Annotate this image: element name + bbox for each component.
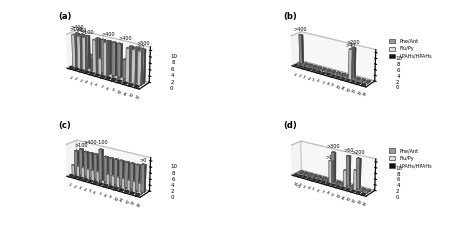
- Text: (b): (b): [283, 12, 297, 21]
- Legend: Phe/Ant, Flu/Py, LPAHs/HPAHs: Phe/Ant, Flu/Py, LPAHs/HPAHs: [389, 147, 433, 169]
- Legend: Phe/Ant, Flu/Py, LPAHs/HPAHs: Phe/Ant, Flu/Py, LPAHs/HPAHs: [389, 38, 433, 60]
- Text: (a): (a): [58, 12, 72, 21]
- Text: (c): (c): [58, 121, 71, 130]
- Text: (d): (d): [283, 121, 297, 130]
